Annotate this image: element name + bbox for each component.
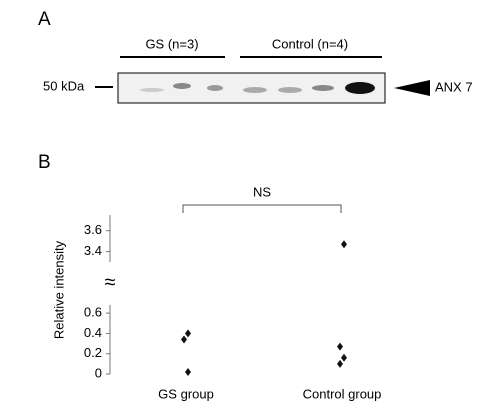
point bbox=[337, 342, 343, 351]
point bbox=[341, 240, 347, 249]
annotation: NS bbox=[253, 184, 271, 199]
y-tick-label: 3.6 bbox=[84, 222, 102, 237]
marker-label: 50 kDa bbox=[43, 78, 85, 93]
blot-bands bbox=[140, 82, 375, 94]
band-label: ANX 7 bbox=[435, 79, 473, 94]
arrow bbox=[394, 80, 430, 96]
axis-break: ≈ bbox=[105, 271, 116, 293]
x-tick-label: Control group bbox=[303, 386, 382, 401]
point bbox=[185, 329, 191, 338]
point bbox=[341, 353, 347, 362]
point bbox=[181, 335, 187, 344]
point bbox=[185, 367, 191, 376]
y-axis-label: Relative intensity bbox=[51, 240, 66, 339]
x-tick-label: GS group bbox=[158, 386, 214, 401]
panel-label: B bbox=[38, 152, 51, 173]
point bbox=[337, 359, 343, 368]
y-tick-label: 0.2 bbox=[84, 345, 102, 360]
group-label: GS (n=3) bbox=[145, 36, 198, 51]
y-tick-label: 0.6 bbox=[84, 305, 102, 320]
y-tick-label: 0.4 bbox=[84, 325, 102, 340]
group-label: Control (n=4) bbox=[272, 36, 348, 51]
panel-label: A bbox=[38, 9, 51, 30]
y-tick-label: 0 bbox=[95, 365, 102, 380]
bracket bbox=[182, 204, 342, 213]
y-tick-label: 3.4 bbox=[84, 243, 102, 258]
